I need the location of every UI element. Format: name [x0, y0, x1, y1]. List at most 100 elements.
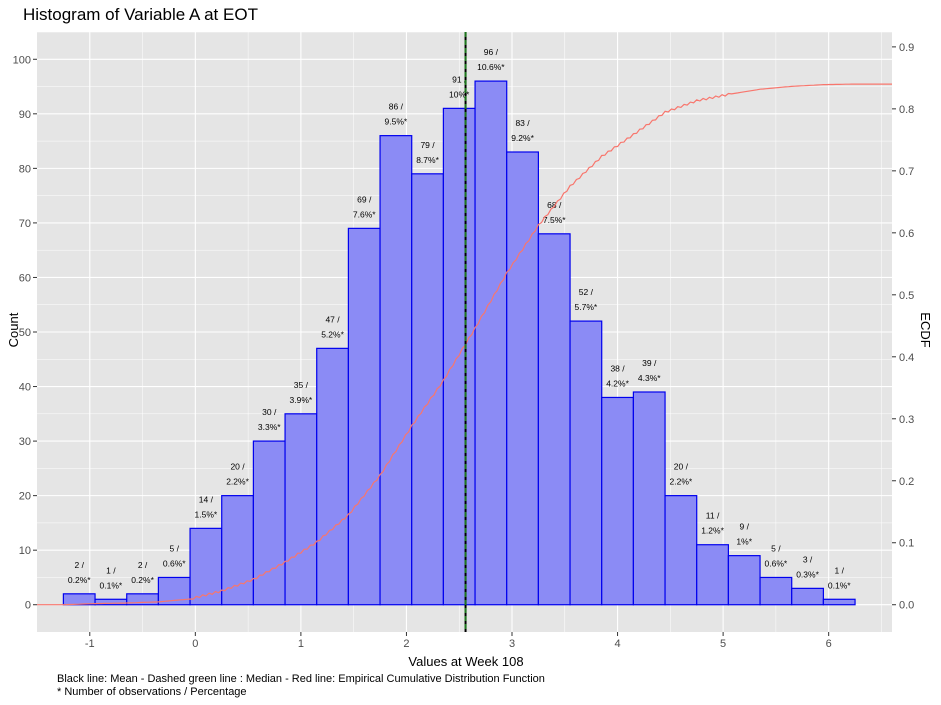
y-tick-label: 0 — [25, 600, 31, 612]
y-tick-label: 30 — [19, 436, 31, 448]
bar-count-label: 30 / — [262, 407, 277, 417]
bar — [632, 391, 666, 606]
bar-count-label: 38 / — [610, 363, 625, 373]
bar-count-label: 9 / — [739, 522, 749, 532]
x-tick-label: -1 — [85, 638, 95, 650]
bar-count-label: 5 / — [771, 543, 781, 553]
bar-percent-label: 4.3%* — [638, 373, 661, 383]
y2-axis-ticks: 0.0 0.1 0.2 0.3 0.4 0.5 0.6 0.7 0.8 0.9 — [892, 42, 914, 612]
ecdf-line — [37, 83, 892, 606]
y2-axis-title: ECDF — [918, 312, 933, 347]
bar-count-label: 79 / — [420, 140, 435, 150]
bar — [537, 233, 571, 606]
bar-percent-label: 3.9%* — [290, 395, 313, 405]
bar — [62, 593, 96, 606]
y-tick-label: 80 — [19, 163, 31, 175]
y-axis-title: Count — [6, 312, 21, 347]
bar-percent-label: 1%* — [736, 537, 752, 547]
bar — [284, 413, 318, 606]
bar-percent-label: 0.3%* — [796, 569, 819, 579]
bar-count-label: 47 / — [325, 314, 340, 324]
y-tick-label: 90 — [19, 109, 31, 121]
bar-count-label: 86 / — [389, 102, 404, 112]
bar-count-label: 1 / — [106, 565, 116, 575]
bar — [379, 135, 413, 606]
bar — [316, 347, 349, 606]
bar — [791, 587, 824, 606]
caption-footnote: * Number of observations / Percentage — [57, 686, 247, 698]
bar-percent-label: 2.2%* — [670, 477, 693, 487]
y2-tick-label: 0.1 — [899, 538, 914, 550]
bar-percent-label: 4.2%* — [606, 378, 629, 388]
x-tick-label: 4 — [614, 638, 620, 650]
x-tick-label: 1 — [298, 638, 304, 650]
bar-count-label: 39 / — [642, 358, 657, 368]
bar — [474, 80, 508, 606]
y2-tick-label: 0.6 — [899, 228, 914, 240]
x-tick-label: 3 — [509, 638, 515, 650]
y-tick-label: 70 — [19, 218, 31, 230]
bar-count-label: 5 / — [169, 543, 179, 553]
bar-percent-label: 10.6%* — [477, 62, 505, 72]
caption-legend: Black line: Mean - Dashed green line : M… — [57, 673, 545, 685]
bar-count-label: 11 / — [706, 511, 720, 521]
bar-percent-label: 7.5%* — [543, 215, 566, 225]
x-axis-ticks: -1 0 1 2 3 4 5 6 — [85, 632, 832, 650]
bar-count-label: 3 / — [803, 554, 813, 564]
bar — [411, 173, 444, 606]
bar-percent-label: 0.1%* — [100, 580, 123, 590]
x-tick-label: 6 — [826, 638, 832, 650]
bar-percent-label: 7.6%* — [353, 209, 376, 219]
y2-tick-label: 0.0 — [899, 600, 914, 612]
bar — [442, 107, 476, 606]
bar — [189, 527, 223, 606]
bar — [506, 151, 539, 606]
bar-percent-label: 2.2%* — [226, 477, 249, 487]
y-tick-label: 20 — [19, 491, 31, 503]
bar — [696, 544, 729, 606]
bar — [759, 576, 793, 606]
bar-percent-label: 0.6%* — [765, 558, 788, 568]
bar-percent-label: 0.2%* — [68, 575, 91, 585]
bar-percent-label: 10%* — [449, 89, 470, 99]
bar-percent-label: 9.5%* — [385, 117, 408, 127]
x-tick-label: 2 — [403, 638, 409, 650]
bar — [221, 495, 254, 606]
bar-percent-label: 0.1%* — [828, 580, 851, 590]
bar — [664, 495, 698, 606]
bar-count-label: 2 / — [138, 560, 148, 570]
y-tick-label: 10 — [19, 545, 31, 557]
y2-tick-label: 0.7 — [899, 166, 914, 178]
bar-count-label: 2 / — [74, 560, 84, 570]
y-tick-label: 50 — [19, 327, 31, 339]
bar-percent-label: 5.2%* — [321, 329, 344, 339]
bar-percent-label: 8.7%* — [416, 155, 439, 165]
bar-count-label: 52 / — [579, 287, 594, 297]
bar — [347, 227, 381, 606]
bar-percent-label: 5.7%* — [575, 302, 598, 312]
bar-count-label: 35 / — [294, 380, 309, 390]
bar — [727, 555, 761, 606]
x-tick-label: 0 — [192, 638, 198, 650]
bar-count-label: 96 / — [484, 47, 499, 57]
y2-tick-label: 0.3 — [899, 414, 914, 426]
bar-percent-label: 0.6%* — [163, 558, 186, 568]
y2-tick-label: 0.4 — [899, 352, 914, 364]
bar-count-label: 20 / — [230, 462, 245, 472]
bar-percent-label: 9.2%* — [511, 133, 534, 143]
x-axis-title: Values at Week 108 — [408, 654, 523, 669]
chart-title: Histogram of Variable A at EOT — [23, 5, 258, 24]
bar-count-label: 20 / — [674, 462, 689, 472]
bar-count-label: 1 / — [834, 565, 844, 575]
y2-tick-label: 0.5 — [899, 290, 914, 302]
bar — [252, 440, 286, 606]
bar-count-label: 69 / — [357, 194, 372, 204]
bar-percent-label: 0.2%* — [131, 575, 154, 585]
y-tick-label: 100 — [13, 54, 31, 66]
y2-tick-label: 0.8 — [899, 104, 914, 116]
y-axis-ticks: 0 10 20 30 40 50 60 70 80 90 100 — [13, 54, 37, 612]
y2-tick-label: 0.2 — [899, 476, 914, 488]
y2-tick-label: 0.9 — [899, 42, 914, 54]
y-tick-label: 60 — [19, 272, 31, 284]
y-tick-label: 40 — [19, 382, 31, 394]
